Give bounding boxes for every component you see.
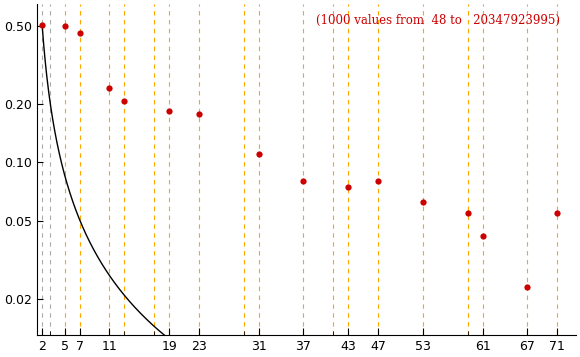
Text: (1000 values from  48 to   20347923995): (1000 values from 48 to 20347923995)	[316, 14, 560, 27]
